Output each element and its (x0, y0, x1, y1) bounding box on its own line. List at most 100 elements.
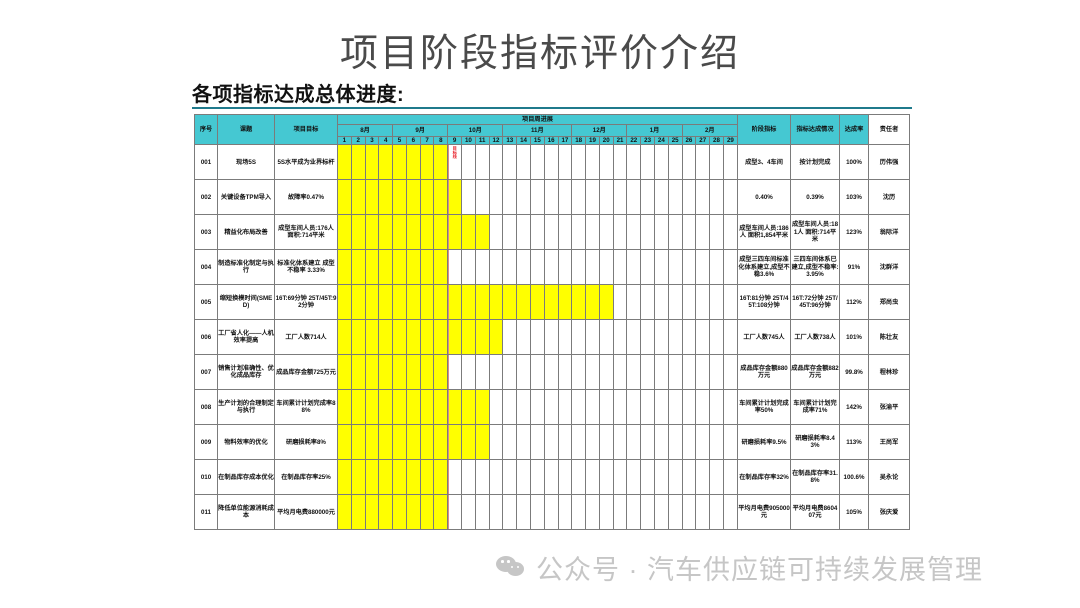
gantt-empty-cell (695, 284, 711, 321)
gantt-bar-cell (350, 319, 366, 356)
gantt-bar-cell (392, 284, 407, 321)
gantt-empty-cell (612, 494, 628, 531)
cell-seq: 004 (194, 249, 218, 286)
gantt-empty-cell (722, 214, 739, 251)
gantt-bar-cell (392, 144, 407, 181)
gantt-empty-cell (557, 249, 573, 286)
gantt-bar-cell (419, 494, 435, 531)
gantt-empty-cell (557, 494, 573, 531)
cell-responsible: 程林珍 (868, 354, 910, 391)
gantt-bar-cell (337, 214, 352, 251)
gantt-empty-cell (598, 494, 614, 531)
gantt-empty-cell (543, 214, 559, 251)
gantt-bar-cell (350, 179, 366, 216)
cell-rate: 112% (839, 284, 869, 321)
gantt-bar-cell (433, 319, 449, 356)
gantt-bar-cell (337, 354, 352, 391)
gantt-empty-cell (653, 179, 669, 216)
gantt-empty-cell (626, 494, 642, 531)
header-row-months: 序号 课题 项目目标 项目周进展 阶段指标 指标达成情况 达成率 责任者 (194, 113, 910, 146)
col-header-stage-target: 阶段指标 (737, 113, 791, 146)
gantt-empty-cell (488, 249, 504, 286)
gantt-empty-cell (626, 214, 642, 251)
gantt-empty-cell (447, 494, 463, 531)
gantt-bar-cell (337, 179, 352, 216)
gantt-empty-cell (626, 424, 642, 461)
gantt-bar-cell (447, 284, 463, 321)
gantt-empty-cell (695, 179, 711, 216)
gantt-empty-cell (557, 214, 573, 251)
cell-seq: 010 (194, 459, 218, 496)
gantt-empty-cell (709, 494, 724, 531)
cell-rate: 103% (839, 179, 869, 216)
cell-seq: 006 (194, 319, 218, 356)
gantt-bar-cell (585, 284, 600, 321)
week-header: 13 (502, 135, 518, 146)
gantt-empty-cell (653, 354, 669, 391)
gantt-bar-cell (474, 319, 490, 356)
gantt-bar-cell (433, 494, 449, 531)
gantt-bar-cell (392, 494, 407, 531)
target-line-label: 目标线 (452, 146, 458, 159)
cell-rate: 105% (839, 494, 869, 531)
gantt-empty-cell (695, 424, 711, 461)
gantt-empty-cell (653, 494, 669, 531)
gantt-empty-cell (488, 354, 504, 391)
table-row: 001 现场5S 5S水平成为业界标杆 目标线 成型3、4车间 按计划完成 100% 历伟强 (194, 144, 910, 181)
gantt-bar-cell (571, 284, 587, 321)
gantt-bar-cell (392, 214, 407, 251)
gantt-bar-cell (488, 284, 504, 321)
gantt-empty-cell (557, 389, 573, 426)
gantt-bar-cell (392, 424, 407, 461)
cell-topic: 关键设备TPM导入 (217, 179, 275, 216)
cell-stage-target: 成型车间人员:186人 面积1,854平米 (737, 214, 791, 251)
gantt-empty-cell (722, 459, 739, 496)
gantt-bar-cell (598, 284, 614, 321)
gantt-empty-cell (709, 459, 724, 496)
cell-responsible: 陈壮友 (868, 319, 910, 356)
week-header: 20 (598, 135, 614, 146)
gantt-empty-cell (640, 389, 655, 426)
gantt-empty-cell (722, 284, 739, 321)
cell-responsible: 翁际洋 (868, 214, 910, 251)
table-row: 005 缩短换模时间(SMED) 16T:69分钟 25T/45T:92分钟 16T:… (194, 284, 910, 321)
col-header-responsible: 责任者 (868, 113, 910, 146)
gantt-empty-cell (695, 389, 711, 426)
gantt-bar-cell (405, 389, 421, 426)
gantt-empty-cell (543, 249, 559, 286)
gantt-empty-cell (612, 354, 628, 391)
gantt-bar-cell (461, 284, 476, 321)
gantt-empty-cell (571, 319, 587, 356)
week-header: 1 (337, 135, 352, 146)
week-header: 15 (529, 135, 545, 146)
gantt-bar-cell (392, 354, 407, 391)
gantt-bar-cell (364, 424, 380, 461)
gantt-empty-cell (640, 424, 655, 461)
gantt-empty-cell (516, 494, 531, 531)
cell-seq: 001 (194, 144, 218, 181)
gantt-empty-cell (543, 494, 559, 531)
gantt-bar-cell (337, 459, 352, 496)
gantt-bar-cell (419, 214, 435, 251)
gantt-empty-cell (695, 459, 711, 496)
table-row: 008 生产计划的合理制定与执行 车间累计计划完成率88% 车间累计计划完成率50% 车… (194, 389, 910, 426)
gantt-bar-cell (405, 494, 421, 531)
week-header: 4 (378, 135, 394, 146)
gantt-bar-cell (392, 319, 407, 356)
week-header: 17 (557, 135, 573, 146)
gantt-bar-cell (419, 424, 435, 461)
week-header: 3 (364, 135, 380, 146)
gantt-bar-cell (447, 179, 463, 216)
gantt-bar-cell (405, 179, 421, 216)
table-row: 007 销售计划准确性、优化成品库存 成品库存金额725万元 成品库存金额880万元成… (194, 354, 910, 391)
gantt-empty-cell (543, 179, 559, 216)
gantt-empty-cell (667, 214, 683, 251)
gantt-bar-cell (419, 144, 435, 181)
cell-stage-target: 成品库存金额880万元 (737, 354, 791, 391)
gantt-empty-cell (557, 424, 573, 461)
gantt-bar-cell (392, 459, 407, 496)
gantt-empty-cell (598, 319, 614, 356)
cell-topic: 降低单位能源消耗成本 (217, 494, 275, 531)
gantt-bar-cell (337, 144, 352, 181)
gantt-empty-cell (502, 214, 518, 251)
